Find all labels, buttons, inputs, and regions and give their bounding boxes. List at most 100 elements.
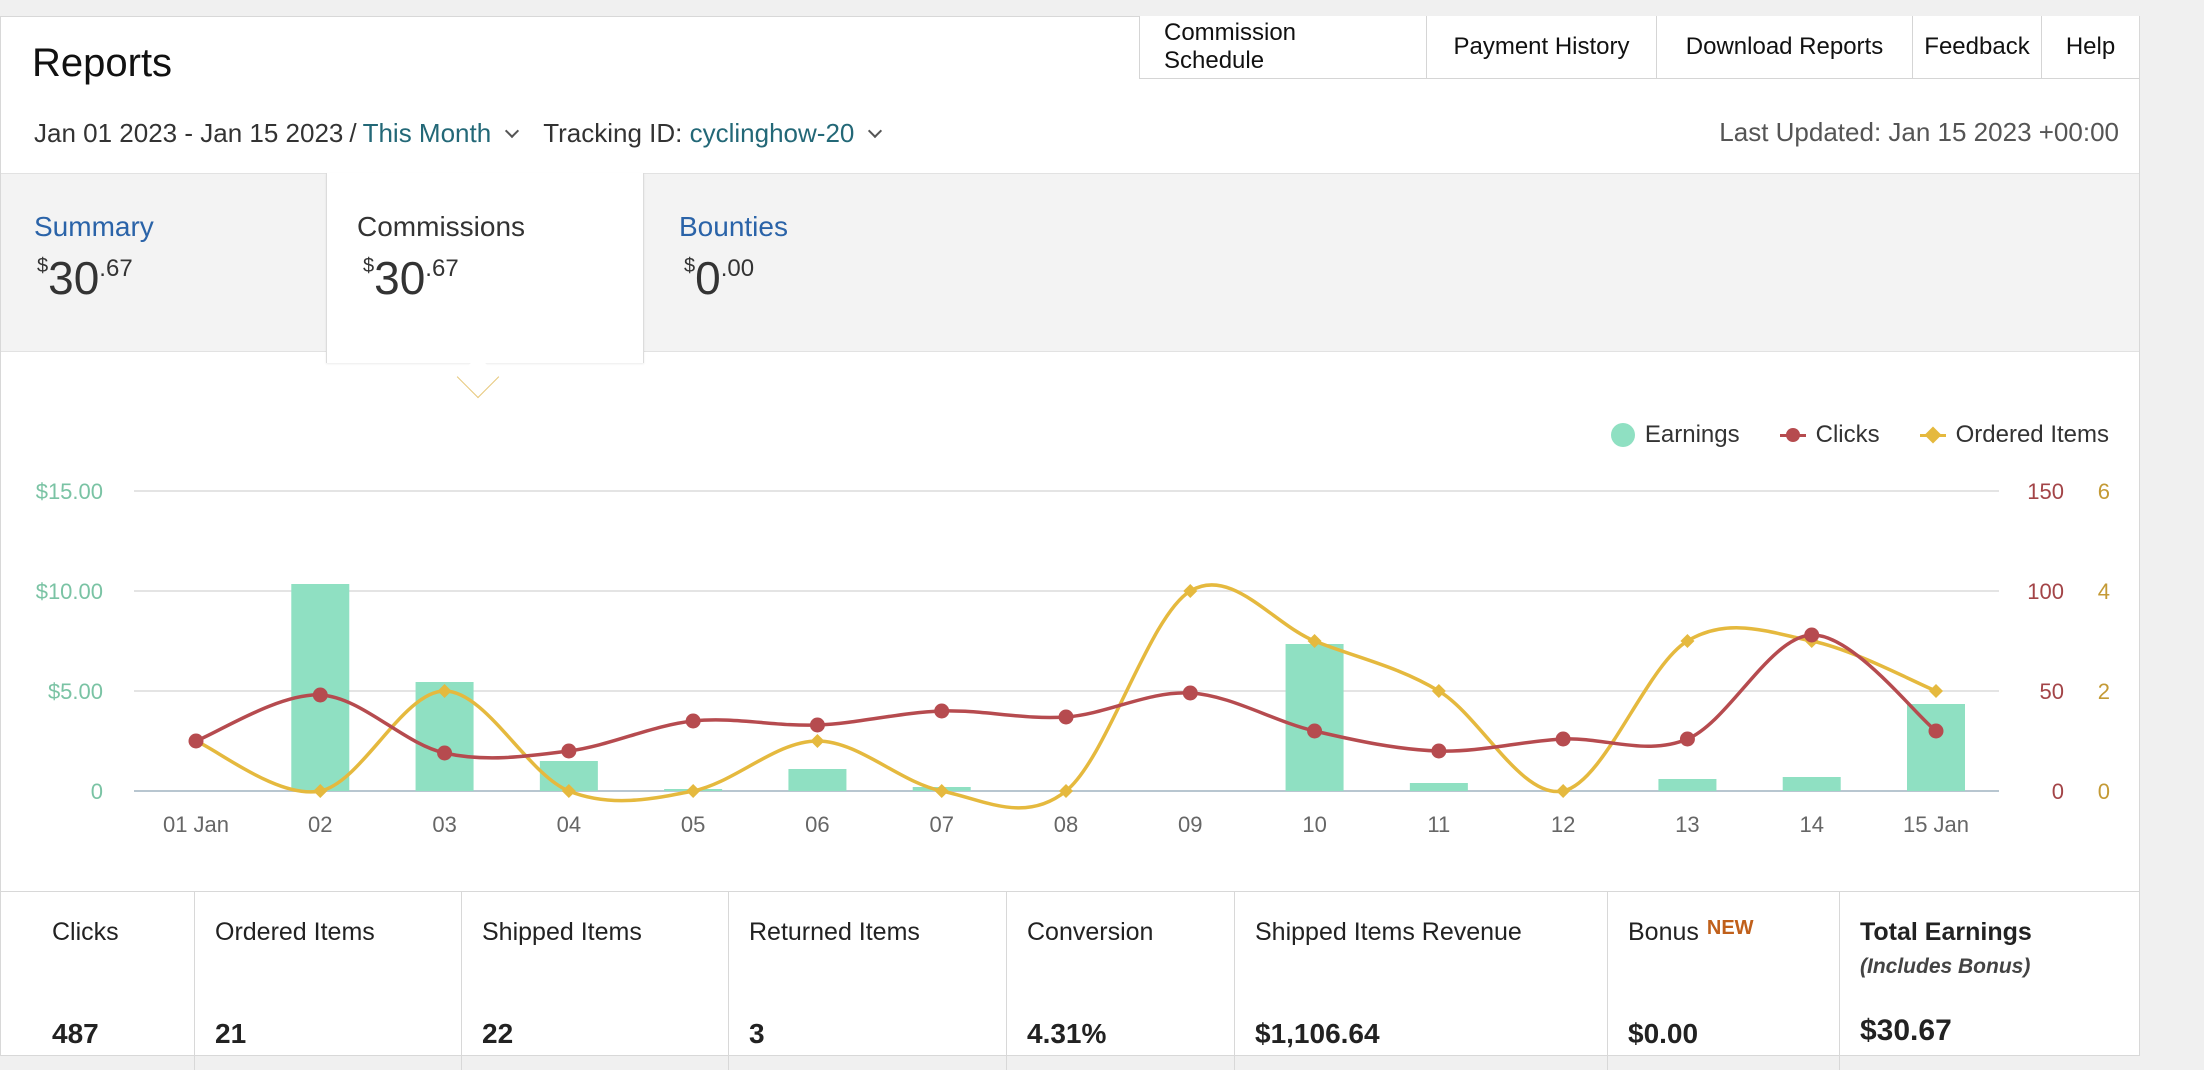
x-tick-label: 01 Jan (163, 812, 229, 837)
ordered-items-point (1680, 634, 1695, 648)
ordered-items-point (313, 784, 328, 798)
clicks-point (1804, 627, 1820, 643)
x-tick-label: 09 (1178, 812, 1202, 837)
y-right-clicks-tick-label: 150 (2027, 479, 2064, 504)
stat-value: $1,106.64 (1255, 1018, 1380, 1049)
x-tick-label: 15 Jan (1903, 812, 1969, 837)
clicks-point (1182, 685, 1198, 701)
clicks-swatch (1779, 427, 1806, 442)
amount-whole: 30 (48, 252, 100, 304)
period-dropdown[interactable]: This Month (362, 118, 492, 148)
stat-shipped-items-revenue: Shipped Items Revenue $1,106.64 (1235, 892, 1608, 1070)
amount-cents: .00 (720, 255, 755, 282)
top-nav: Commission Schedule Payment History Down… (1139, 16, 2139, 79)
amount-cents: .67 (425, 255, 459, 282)
y-left-tick-label: $15.00 (36, 479, 103, 504)
chevron-down-icon[interactable] (868, 123, 883, 138)
x-tick-label: 05 (681, 812, 705, 837)
stat-value: 487 (52, 1018, 99, 1049)
report-filters: Jan 01 2023 - Jan 15 2023 / This Month T… (34, 118, 906, 149)
chevron-down-icon[interactable] (505, 123, 520, 138)
currency-symbol: $ (684, 255, 696, 277)
ordered-items-point (934, 784, 949, 798)
stat-value: 22 (482, 1018, 514, 1049)
currency-symbol: $ (363, 255, 375, 277)
tracking-id-dropdown[interactable]: cyclinghow-20 (689, 118, 855, 148)
stat-returned-items: Returned Items 3 (729, 892, 1007, 1070)
stat-shipped-items: Shipped Items 22 (462, 892, 729, 1070)
y-right-ordered-tick-label: 2 (2098, 679, 2110, 704)
tracking-id-label: Tracking ID: (543, 118, 683, 148)
earnings-bar (1658, 779, 1717, 791)
x-tick-label: 02 (308, 812, 332, 837)
ordered-items-point (1431, 684, 1446, 698)
stat-ordered-items: Ordered Items 21 (195, 892, 462, 1070)
help-button[interactable]: Help (2042, 16, 2139, 78)
tab-commissions-label: Commissions (357, 211, 526, 242)
clicks-point (312, 687, 328, 703)
y-right-clicks-tick-label: 100 (2027, 579, 2064, 604)
clicks-point (561, 743, 577, 759)
stat-total-earnings: Total Earnings (Includes Bonus) $30.67 (1840, 892, 2137, 1070)
y-left-tick-label: 0 (91, 779, 103, 804)
ordered-items-point (1556, 784, 1571, 798)
clicks-point (437, 745, 453, 761)
date-range-text: Jan 01 2023 - Jan 15 2023 (34, 118, 344, 148)
earnings-bar (1285, 644, 1344, 791)
ordered-items-point (1929, 684, 1943, 698)
tab-bounties-label: Bounties (679, 211, 788, 242)
tab-summary[interactable]: Summary $30.67 (1, 173, 326, 352)
download-reports-button[interactable]: Download Reports (1657, 16, 1913, 78)
commission-schedule-button[interactable]: Commission Schedule (1140, 16, 1427, 78)
clicks-point (809, 717, 825, 733)
ordered-items-point (561, 784, 576, 798)
stat-label: Bonus NEW (1628, 917, 1754, 947)
tab-commissions[interactable]: Commissions $30.67 (326, 173, 644, 363)
stat-clicks: Clicks 487 (1, 892, 195, 1070)
y-right-clicks-tick-label: 0 (2052, 779, 2064, 804)
earnings-bar (1907, 704, 1965, 791)
ordered-items-point (437, 684, 452, 698)
ordered-items-line (195, 583, 1937, 810)
amount-cents: .67 (99, 255, 133, 282)
legend-earnings-label: Earnings (1644, 421, 1740, 448)
stat-value: $0.00 (1628, 1018, 1699, 1049)
y-right-clicks-tick-label: 50 (2040, 679, 2064, 704)
ordered-items-point (1307, 634, 1322, 648)
tab-commissions-value: $30.67 (363, 251, 459, 305)
x-tick-label: 14 (1799, 812, 1823, 837)
clicks-point (1679, 731, 1695, 747)
stat-value: 21 (215, 1018, 247, 1049)
clicks-point (934, 703, 950, 719)
x-tick-label: 10 (1302, 812, 1326, 837)
y-right-ordered-tick-label: 6 (2098, 479, 2110, 504)
y-right-ordered-tick-label: 0 (2098, 779, 2110, 804)
feedback-button[interactable]: Feedback (1913, 16, 2042, 78)
clicks-point (1431, 743, 1447, 759)
tab-bounties[interactable]: Bounties $0.00 (644, 173, 964, 352)
tab-summary-value: $30.67 (37, 251, 133, 305)
x-tick-label: 03 (432, 812, 456, 837)
clicks-point (685, 713, 701, 729)
stat-bonus: Bonus NEW $0.00 (1608, 892, 1840, 1070)
legend-ordered-items[interactable]: Ordered Items (1919, 421, 2109, 449)
tab-bounties-value: $0.00 (684, 251, 754, 305)
amount-whole: 30 (374, 252, 426, 304)
clicks-point (188, 733, 204, 749)
earnings-bar (788, 769, 847, 791)
earnings-bar (1782, 777, 1841, 791)
legend-clicks[interactable]: Clicks (1779, 421, 1880, 449)
stat-label: Shipped Items (482, 918, 642, 946)
chart-legend: Earnings Clicks Ordered Items (1571, 421, 2109, 449)
x-tick-label: 12 (1551, 812, 1575, 837)
date-separator: / (349, 118, 357, 148)
x-tick-label: 11 (1427, 812, 1450, 837)
stat-label: Conversion (1027, 918, 1154, 946)
payment-history-button[interactable]: Payment History (1427, 16, 1657, 78)
clicks-point (1307, 723, 1323, 739)
clicks-point (1555, 731, 1571, 747)
earnings-bar (1409, 783, 1468, 791)
stats-bar: Clicks 487 Ordered Items 21 Shipped Item… (1, 891, 2139, 1070)
legend-earnings[interactable]: Earnings (1610, 421, 1740, 449)
earnings-swatch (1610, 423, 1635, 447)
